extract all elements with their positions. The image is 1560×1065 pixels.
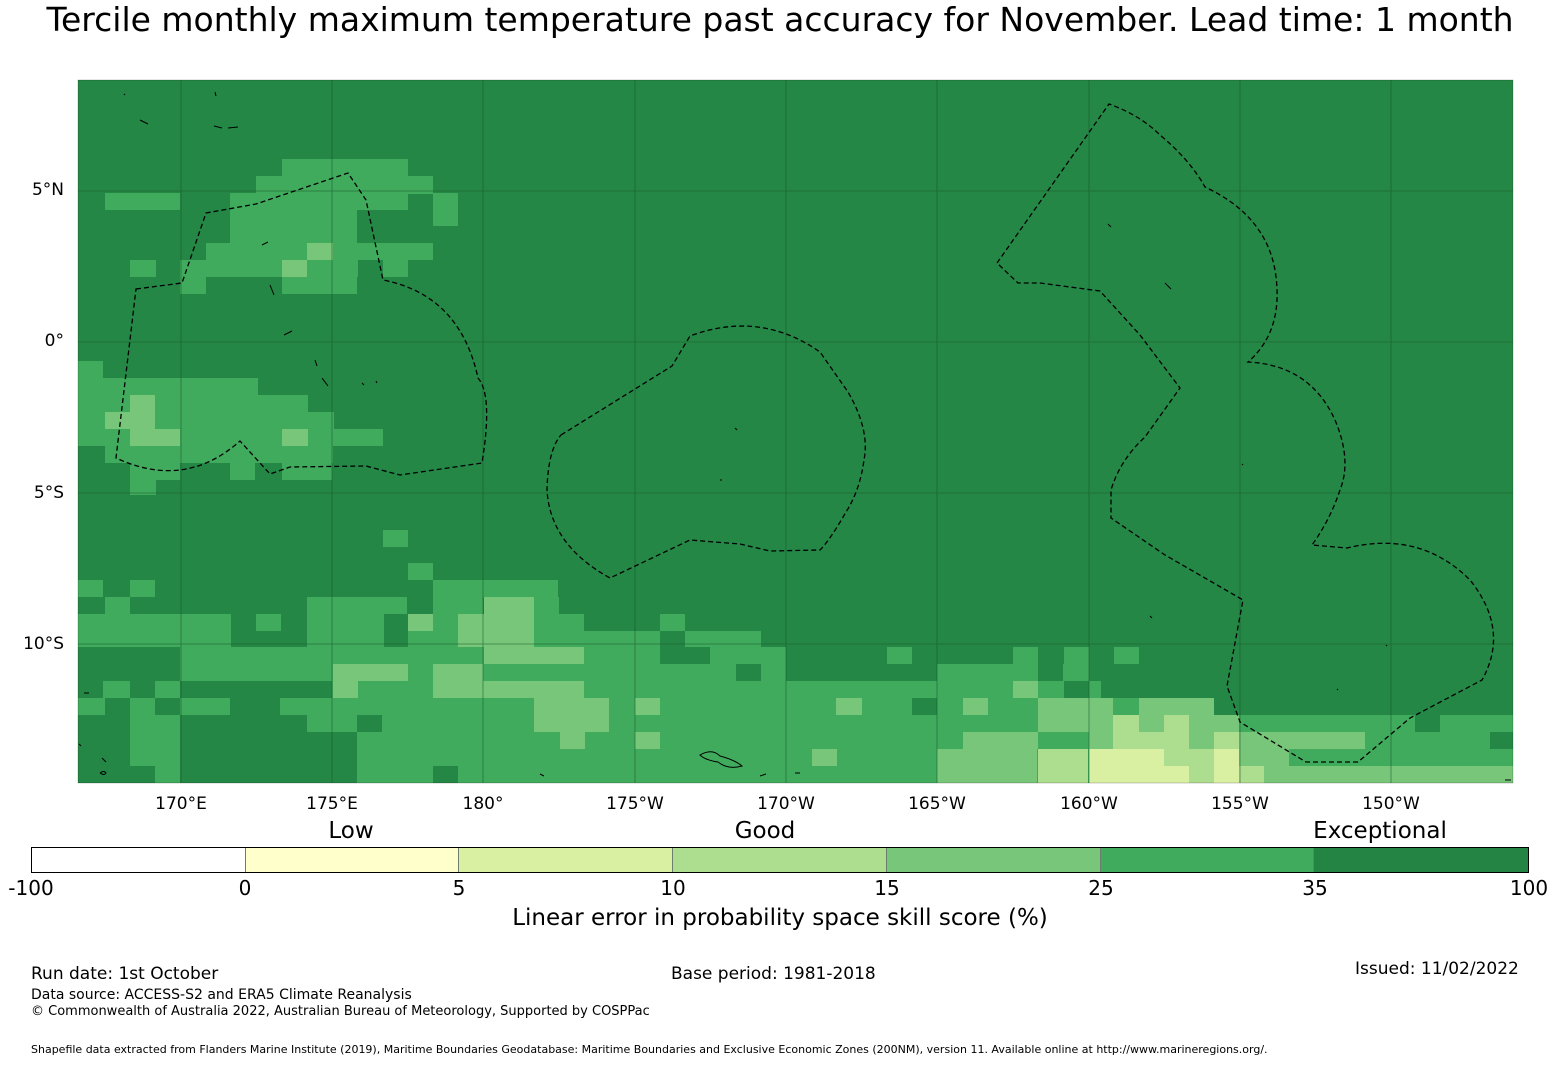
legend-category-good: Good bbox=[734, 818, 796, 844]
lat-label-0: 0° bbox=[44, 331, 64, 351]
eez-kiribati-line bbox=[996, 103, 1495, 763]
skill-cells bbox=[78, 159, 1513, 783]
legend-category-exceptional: Exceptional bbox=[1313, 818, 1447, 844]
eez-tokelau bbox=[546, 325, 866, 579]
colorbar-segment bbox=[673, 848, 887, 872]
eez-boundaries bbox=[115, 103, 1495, 763]
lon-label-175e: 175°E bbox=[306, 794, 358, 814]
lat-label-5n: 5°N bbox=[31, 180, 64, 200]
map-title: Tercile monthly maximum temperature past… bbox=[46, 0, 1514, 39]
base-period: Base period: 1981-2018 bbox=[671, 964, 876, 984]
colorbar-tick: 10 bbox=[660, 876, 686, 900]
shapefile-credit: Shapefile data extracted from Flanders M… bbox=[31, 1043, 1268, 1056]
issued-date: Issued: 11/02/2022 bbox=[1355, 959, 1519, 979]
colorbar-segment bbox=[886, 848, 1101, 872]
colorbar-tick: 15 bbox=[874, 876, 900, 900]
colorbar-tick: 25 bbox=[1088, 876, 1114, 900]
run-date: Run date: 1st October bbox=[31, 964, 219, 984]
map-frame bbox=[77, 79, 1514, 784]
lon-label-175w: 175°W bbox=[606, 794, 664, 814]
lon-label-180: 180° bbox=[462, 794, 504, 814]
colorbar-segment bbox=[245, 848, 460, 872]
islands bbox=[78, 91, 1511, 781]
lon-label-170w: 170°W bbox=[757, 794, 815, 814]
colorbar-tick: 100 bbox=[1509, 876, 1549, 900]
lon-label-160w: 160°W bbox=[1060, 794, 1118, 814]
copyright-notice: © Commonwealth of Australia 2022, Austra… bbox=[31, 1004, 650, 1019]
skill-score-map bbox=[77, 79, 1514, 784]
colorbar-tick: -100 bbox=[8, 876, 54, 900]
colorbar-tick: 5 bbox=[452, 876, 466, 900]
colorbar-segment bbox=[1314, 848, 1529, 872]
colorbar-segment bbox=[459, 848, 674, 872]
colorbar-tick: 35 bbox=[1302, 876, 1328, 900]
lon-label-150w: 150°W bbox=[1362, 794, 1420, 814]
colorbar bbox=[31, 847, 1529, 873]
lon-label-170e: 170°E bbox=[155, 794, 207, 814]
eez-kiribati-gilbert bbox=[115, 172, 488, 476]
colorbar-tick: 0 bbox=[238, 876, 252, 900]
lon-label-165w: 165°W bbox=[908, 794, 966, 814]
colorbar-segment bbox=[32, 848, 246, 872]
legend-category-low: Low bbox=[328, 818, 374, 844]
data-source: Data source: ACCESS-S2 and ERA5 Climate … bbox=[31, 987, 412, 1003]
colorbar-segment bbox=[1100, 848, 1315, 872]
lon-label-155w: 155°W bbox=[1211, 794, 1269, 814]
colorbar-axis-label: Linear error in probability space skill … bbox=[512, 905, 1048, 931]
lat-label-10s: 10°S bbox=[23, 634, 64, 654]
lat-label-5s: 5°S bbox=[33, 483, 64, 503]
gridlines bbox=[78, 80, 1513, 783]
